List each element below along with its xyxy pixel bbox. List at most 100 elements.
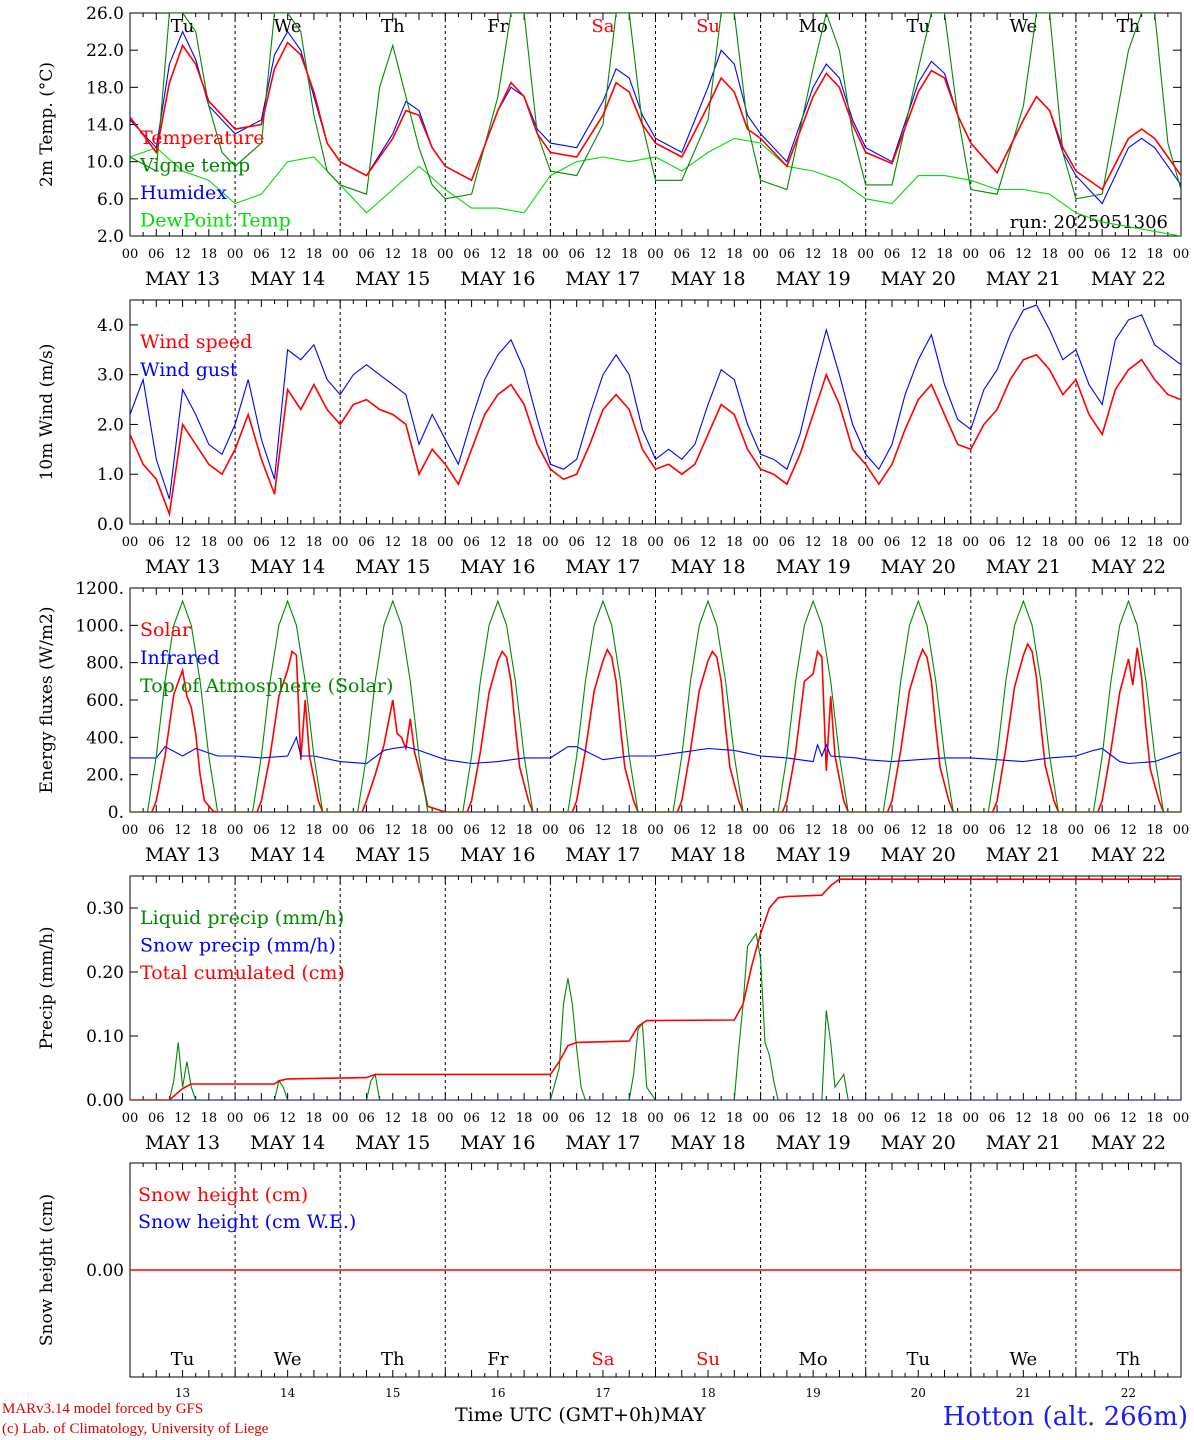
hour-tick-label: 18: [831, 247, 848, 262]
hour-tick-label: 12: [174, 535, 191, 550]
hour-tick-label: 18: [306, 823, 323, 838]
hour-tick-label: 18: [726, 823, 743, 838]
hour-tick-label: 00: [542, 823, 559, 838]
date-label: MAY 18: [670, 268, 745, 290]
date-label: MAY 14: [250, 844, 325, 866]
hour-tick-label: 12: [910, 535, 927, 550]
hour-tick-label: 00: [122, 247, 139, 262]
y-tick-label: 22.0: [86, 41, 124, 61]
hour-tick-label: 12: [490, 1111, 507, 1126]
hour-tick-label: 12: [174, 1111, 191, 1126]
y-tick-label: 1000.: [75, 616, 124, 636]
hour-tick-label: 12: [595, 823, 612, 838]
y-tick-label: 200.: [86, 766, 124, 786]
series-line-vigne-temp: [130, 13, 1181, 200]
hour-tick-label: 06: [463, 535, 480, 550]
y-axis-label: 2m Temp. (°C): [37, 62, 57, 187]
hour-tick-label: 06: [463, 823, 480, 838]
day-number-label: 20: [911, 1386, 926, 1400]
hour-tick-label: 06: [674, 535, 691, 550]
hour-tick-label: 06: [358, 823, 375, 838]
hour-tick-label: 00: [1068, 823, 1085, 838]
weekday-label: Th: [381, 16, 405, 37]
date-label: MAY 16: [460, 844, 535, 866]
date-label: MAY 21: [986, 1132, 1061, 1154]
hour-tick-label: 12: [805, 1111, 822, 1126]
weekday-label: Sa: [591, 16, 614, 37]
hour-tick-label: 18: [516, 535, 533, 550]
hour-tick-label: 06: [884, 247, 901, 262]
hour-tick-label: 12: [384, 535, 401, 550]
hour-tick-label: 12: [1120, 247, 1137, 262]
hour-tick-label: 12: [384, 823, 401, 838]
y-axis-label: Snow height (cm): [37, 1194, 57, 1346]
hour-tick-label: 00: [1068, 247, 1085, 262]
legend-entry: Snow precip (mm/h): [140, 935, 336, 957]
date-label: MAY 13: [145, 268, 220, 290]
series-line-top-of-atmosphere-solar-: [130, 599, 1181, 812]
y-tick-label: 600.: [86, 691, 124, 711]
hour-tick-label: 18: [726, 535, 743, 550]
weekday-label-bottom: We: [1010, 1349, 1038, 1370]
date-label: MAY 18: [670, 844, 745, 866]
hour-tick-label: 18: [411, 823, 428, 838]
series-line-wind-gust: [130, 304, 1181, 500]
hour-tick-label: 06: [568, 535, 585, 550]
day-number-label: 21: [1016, 1386, 1031, 1400]
hour-tick-label: 12: [595, 247, 612, 262]
legend-entry: Humidex: [140, 182, 227, 204]
hour-tick-label: 06: [779, 1111, 796, 1126]
y-axis-label: Energy fluxes (W/m2): [37, 607, 57, 794]
date-label: MAY 22: [1091, 844, 1166, 866]
hour-tick-label: 00: [963, 247, 980, 262]
y-tick-label: 0.10: [86, 1027, 124, 1047]
hour-tick-label: 00: [227, 535, 244, 550]
date-label: MAY 19: [776, 268, 851, 290]
series-group: [130, 13, 1181, 236]
day-number-label: 19: [806, 1386, 821, 1400]
month-label: MAY: [660, 1404, 706, 1426]
day-number-label: 13: [175, 1386, 190, 1400]
legend-entry: Wind speed: [140, 331, 252, 353]
hour-tick-label: 12: [910, 1111, 927, 1126]
series-line-wind-speed: [130, 353, 1181, 518]
hour-tick-label: 18: [1041, 823, 1058, 838]
hour-tick-label: 00: [1173, 823, 1190, 838]
date-label: MAY 17: [565, 268, 640, 290]
hour-tick-label: 00: [332, 823, 349, 838]
hour-tick-label: 18: [411, 247, 428, 262]
hour-tick-label: 12: [490, 823, 507, 838]
footer-model-credit: MARv3.14 model forced by GFS: [2, 1401, 204, 1417]
y-tick-label: 0.: [108, 803, 124, 823]
hour-tick-label: 00: [332, 535, 349, 550]
hour-tick-label: 00: [1068, 535, 1085, 550]
y-tick-label: 2.0: [97, 415, 124, 435]
date-label: MAY 16: [460, 1132, 535, 1154]
date-label: MAY 20: [881, 268, 956, 290]
hour-tick-label: 00: [542, 1111, 559, 1126]
legend-entry: Top of Atmosphere (Solar): [140, 675, 393, 697]
hour-tick-label: 00: [1173, 247, 1190, 262]
hour-tick-label: 00: [122, 1111, 139, 1126]
hour-tick-label: 12: [700, 247, 717, 262]
hour-tick-label: 18: [306, 1111, 323, 1126]
hour-tick-label: 18: [201, 823, 218, 838]
hour-tick-label: 12: [1015, 1111, 1032, 1126]
series-group: [130, 599, 1181, 812]
date-label: MAY 15: [355, 844, 430, 866]
weekday-label: Fr: [487, 16, 508, 37]
hour-tick-label: 06: [884, 1111, 901, 1126]
hour-tick-label: 18: [726, 1111, 743, 1126]
hour-tick-label: 18: [726, 247, 743, 262]
hour-tick-label: 00: [963, 535, 980, 550]
day-number-label: 14: [280, 1386, 296, 1400]
weekday-label-bottom: Th: [381, 1349, 405, 1370]
hour-tick-label: 12: [279, 823, 296, 838]
hour-tick-label: 18: [516, 247, 533, 262]
hour-tick-label: 18: [621, 247, 638, 262]
hour-tick-label: 18: [621, 823, 638, 838]
hour-tick-label: 06: [253, 1111, 270, 1126]
hour-tick-label: 06: [358, 1111, 375, 1126]
y-tick-label: 2.0: [97, 227, 124, 247]
run-label: run: 2025051306: [1010, 212, 1168, 233]
